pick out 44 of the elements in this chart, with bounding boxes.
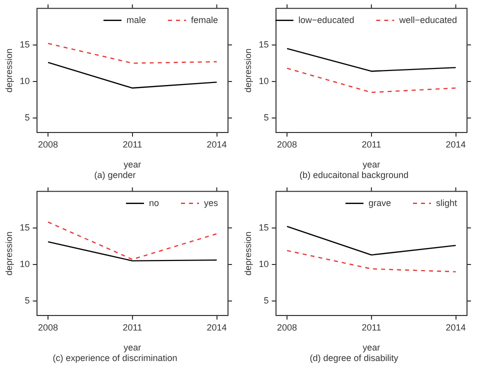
y-tick-label: 5 [24,295,30,306]
x-axis-title: year [362,342,380,352]
y-tick-label: 10 [258,258,269,269]
x-tick-label: 2008 [277,139,298,150]
y-tick-label: 5 [264,112,269,122]
x-axis-title: year [362,159,380,170]
x-axis-title: year [124,159,142,170]
x-tick-label: 2014 [446,139,466,150]
legend-label: yes [204,198,218,208]
x-tick-label: 2011 [122,322,142,332]
legend-label: grave [368,198,391,208]
legend-label: female [190,14,218,25]
y-tick-label: 15 [258,222,269,232]
y-tick-label: 15 [20,222,30,232]
x-tick-label: 2011 [362,139,382,150]
y-tick-label: 10 [20,258,30,269]
legend-label: well−educated [398,14,458,25]
x-tick-label: 2014 [206,139,227,150]
x-tick-label: 2011 [362,322,382,332]
x-tick-label: 2011 [122,139,142,150]
text: (d) degree of disability [310,353,399,364]
y-axis-title: depression [4,231,14,276]
x-tick-label: 2008 [277,322,298,332]
legend-label: no [148,198,159,208]
y-axis-title: depression [242,48,253,93]
x-tick-label: 2008 [38,322,58,332]
text: (b) educaitonal background [299,170,409,180]
y-tick-label: 15 [20,39,30,50]
x-tick-label: 2014 [206,322,227,332]
y-axis-title: depression [4,48,14,93]
x-axis-title: year [124,342,142,352]
legend-label: male [126,14,146,25]
y-tick-label: 5 [24,112,30,122]
y-tick-label: 15 [258,39,269,50]
legend-label: slight [436,198,458,208]
y-axis-title: depression [242,231,253,276]
legend-label: low−educated [298,14,354,25]
y-tick-label: 10 [258,76,269,86]
x-tick-label: 2014 [446,322,466,332]
y-tick-label: 5 [264,295,269,306]
x-tick-label: 2008 [38,139,58,150]
text: (a) gender [94,170,136,180]
text: (c) experience of discrimination [52,353,178,364]
y-tick-label: 10 [20,76,30,86]
